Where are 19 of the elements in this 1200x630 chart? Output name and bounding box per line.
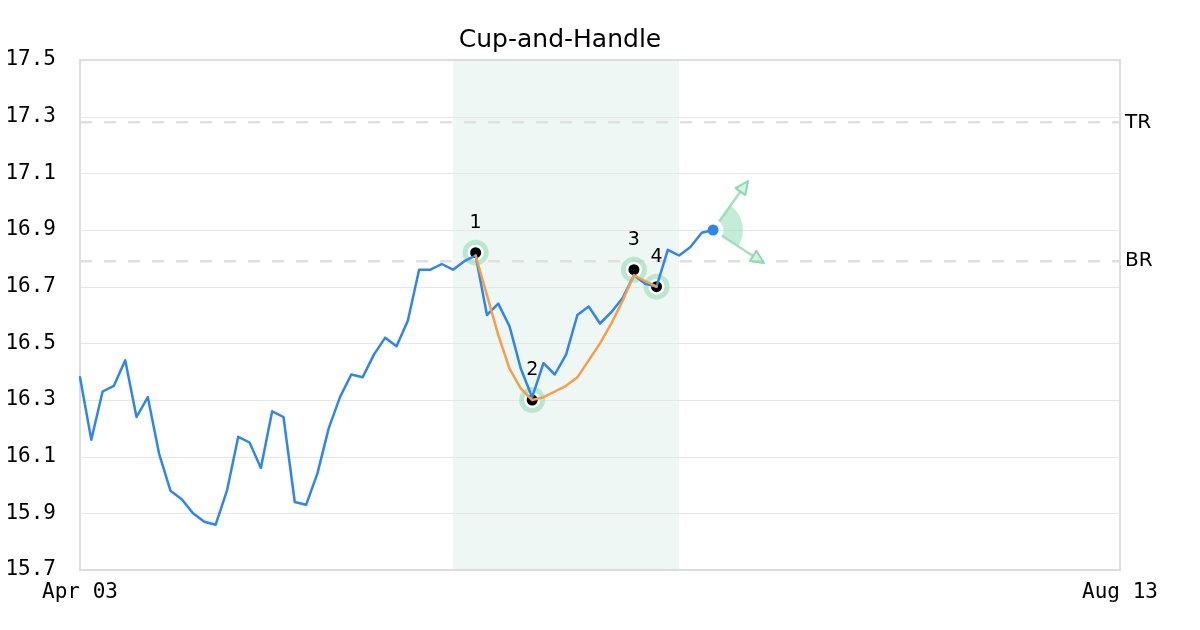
y-tick-label: 16.3: [5, 386, 56, 411]
y-tick-label: 15.7: [5, 556, 56, 581]
annotation: 4: [650, 243, 663, 266]
y-tick-label: 15.9: [5, 499, 56, 524]
y-tick-label: 17.5: [5, 46, 56, 71]
annotation: 1: [469, 209, 482, 232]
y-tick-label: 16.5: [5, 329, 56, 354]
y-tick-label: 17.1: [5, 159, 56, 184]
annotation: 3: [627, 226, 640, 249]
y-tick-label: 17.3: [5, 103, 56, 128]
y-tick-label: 16.7: [5, 273, 56, 298]
x-tick-label: Apr 03: [42, 579, 118, 604]
ref-line-label: TR: [1124, 108, 1152, 133]
chart-title: Cup-and-Handle: [458, 23, 662, 53]
y-tick-label: 16.1: [5, 443, 56, 468]
ref-line-label: BR: [1125, 247, 1153, 272]
annotation: 2: [526, 356, 539, 379]
x-tick-label: Aug 13: [1082, 579, 1158, 604]
y-tick-label: 16.9: [5, 216, 56, 241]
